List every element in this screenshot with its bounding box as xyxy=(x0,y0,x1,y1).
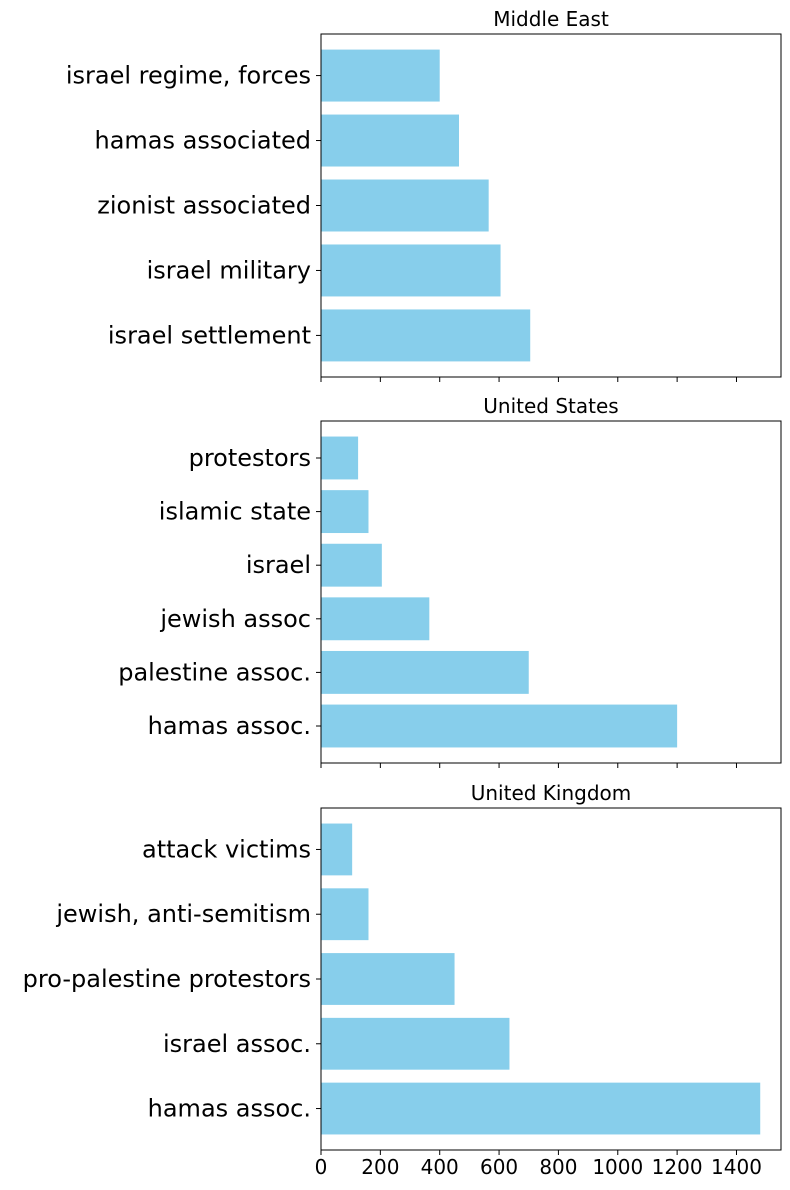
x-tick-label-3: 400 xyxy=(421,1155,459,1179)
panel-2-axes-frame xyxy=(320,420,782,764)
panel-1-category-label-3: zionist associated xyxy=(97,192,311,220)
panel-2-category-label-2: palestine assoc. xyxy=(118,658,311,686)
panel-1-category-label-1: israel settlement xyxy=(108,321,311,349)
x-tick-label-5: 800 xyxy=(539,1155,577,1179)
panel-3-bar-4 xyxy=(321,888,369,941)
panel-3-category-label-4: jewish, anti-semitism xyxy=(55,900,311,928)
panel-1-category-label-5: israel regime, forces xyxy=(66,62,311,90)
panel-1-bar-4 xyxy=(321,114,459,167)
panel-2-category-label-1: hamas assoc. xyxy=(148,712,311,740)
panel-3-title: United Kingdom xyxy=(471,781,632,805)
x-tick-label-4: 600 xyxy=(480,1155,518,1179)
panel-2-bar-5 xyxy=(321,490,369,534)
panel-3-bar-1 xyxy=(321,1082,761,1135)
panel-3-category-label-1: hamas assoc. xyxy=(148,1095,311,1123)
panel-1-bar-5 xyxy=(321,49,440,102)
panel-1-bar-2 xyxy=(321,244,501,297)
panel-3-bar-5 xyxy=(321,823,353,876)
panel-2-category-label-6: protestors xyxy=(189,444,311,472)
panel-3-category-label-5: attack victims xyxy=(142,835,311,863)
panel-2-category-label-5: islamic state xyxy=(159,498,311,526)
panel-2-bar-4 xyxy=(321,543,382,587)
panel-3-bar-3 xyxy=(321,953,455,1005)
panel-3-category-label-2: israel assoc. xyxy=(163,1030,311,1058)
x-tick-label-8: 1400 xyxy=(711,1155,762,1179)
panel-1-category-label-2: israel military xyxy=(147,256,311,284)
panel-3-bar-2 xyxy=(321,1017,510,1070)
panel-2-title: United States xyxy=(483,394,618,418)
panel-1-title: Middle East xyxy=(493,7,609,31)
panel-3-category-label-3: pro-palestine protestors xyxy=(23,965,311,993)
x-tick-label-7: 1200 xyxy=(652,1155,703,1179)
panel-2-bar-3 xyxy=(321,597,430,641)
panel-2-category-label-3: jewish assoc xyxy=(159,605,311,633)
panel-2-bar-6 xyxy=(321,436,359,480)
x-tick-label-2: 200 xyxy=(361,1155,399,1179)
panel-1-bar-1 xyxy=(321,309,531,362)
panel-1-axes-frame xyxy=(320,33,782,378)
panel-1-category-label-4: hamas associated xyxy=(94,127,311,155)
panel-2-category-label-4: israel xyxy=(246,551,311,579)
panel-2-bar-1 xyxy=(321,704,678,748)
x-tick-label-6: 1000 xyxy=(592,1155,643,1179)
panel-3-axes-frame xyxy=(320,807,782,1151)
x-tick-label-1: 0 xyxy=(315,1155,328,1179)
panel-2-bar-2 xyxy=(321,650,529,694)
panel-1-bar-3 xyxy=(321,179,489,232)
